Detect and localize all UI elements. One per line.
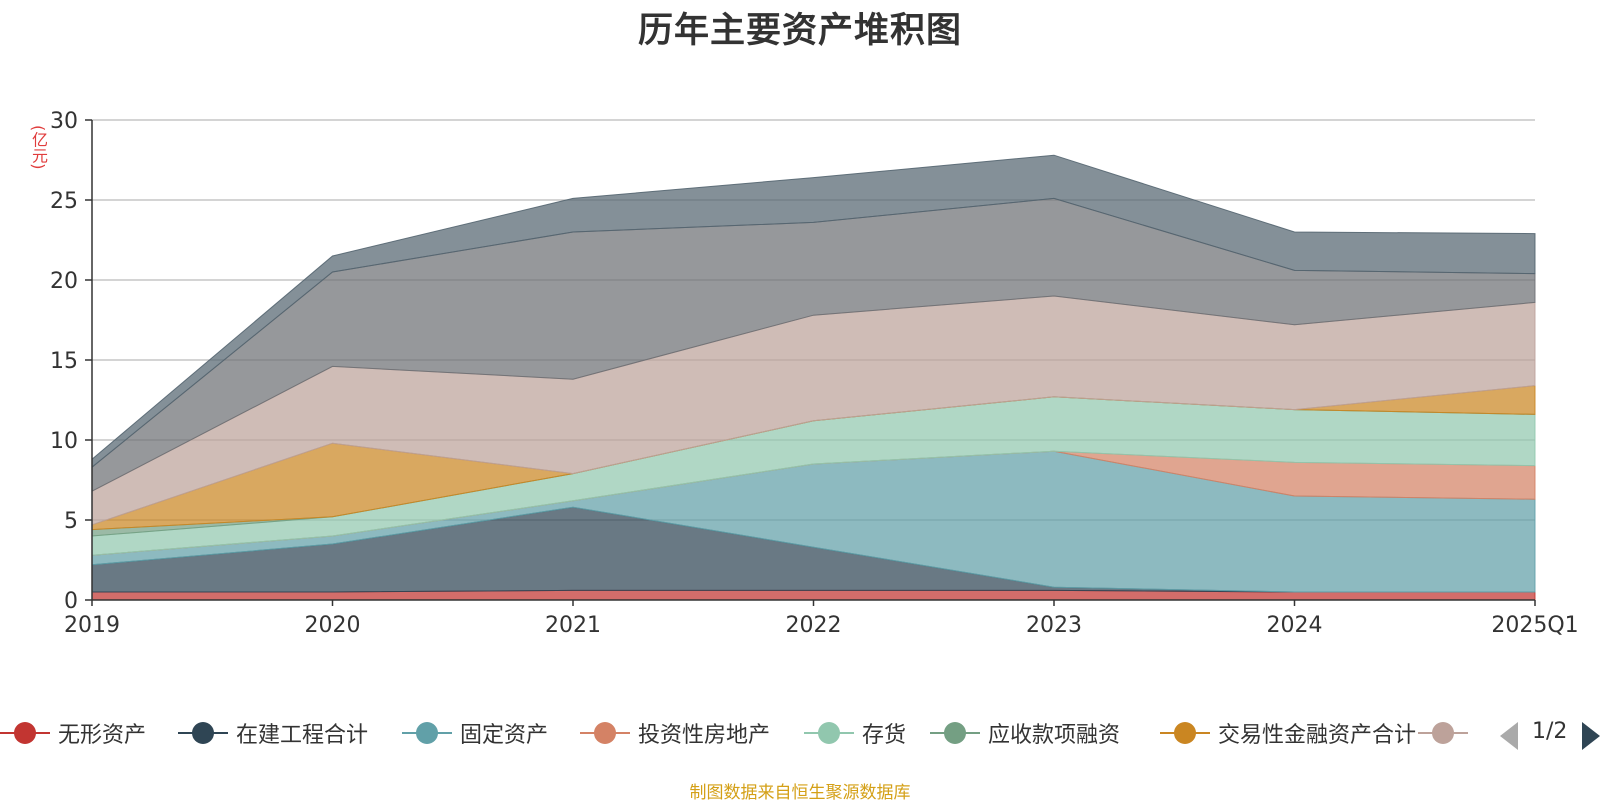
legend-prev-page-icon[interactable] bbox=[1500, 722, 1518, 750]
area-series-9 bbox=[91, 154, 1536, 469]
legend-marker-icon bbox=[178, 718, 228, 748]
y-tick-label: 30 bbox=[50, 109, 78, 134]
legend-label: 在建工程合计 bbox=[236, 723, 369, 748]
legend-label: 固定资产 bbox=[460, 723, 549, 748]
chart-title: 历年主要资产堆积图 bbox=[637, 11, 962, 51]
legend-label: 应收款项融资 bbox=[988, 723, 1121, 748]
legend-page-indicator: 1/2 bbox=[1532, 719, 1568, 744]
legend-label: 无形资产 bbox=[58, 723, 147, 748]
y-tick-label: 0 bbox=[64, 589, 78, 614]
axis-layer: 0 5 10 15 20 25 30 2019 2020 2021 2022 2023 2024 2025… bbox=[50, 109, 1579, 638]
legend-label: 存货 bbox=[862, 723, 907, 748]
legend-marker-icon bbox=[1418, 718, 1468, 748]
legend-next-page-icon[interactable] bbox=[1582, 722, 1600, 750]
legend-item[interactable]: 交易性金融资产合计 bbox=[1160, 715, 1416, 751]
legend-item[interactable]: 无形资产 bbox=[0, 715, 146, 751]
legend-item[interactable]: 应收款项融资 bbox=[930, 715, 1120, 751]
x-tick-label: 2021 bbox=[545, 613, 601, 638]
y-tick-label: 15 bbox=[50, 349, 78, 374]
legend-marker-icon bbox=[804, 718, 854, 748]
legend-item[interactable]: 存货 bbox=[804, 715, 906, 751]
y-tick-label: 10 bbox=[50, 429, 78, 454]
legend-item[interactable]: 在建工程合计 bbox=[178, 715, 368, 751]
legend-item[interactable]: 固定资产 bbox=[402, 715, 548, 751]
stacked-area-chart: 0 5 10 15 20 25 30 2019 2020 2021 2022 2023 2024 2025… bbox=[50, 109, 1579, 638]
legend-label: 投资性房地产 bbox=[638, 723, 771, 748]
y-tick-label: 5 bbox=[64, 509, 78, 534]
legend-marker-icon bbox=[402, 718, 452, 748]
x-tick-label: 2020 bbox=[305, 613, 361, 638]
x-tick-label: 2019 bbox=[64, 613, 120, 638]
legend-marker-icon bbox=[580, 718, 630, 748]
area-layer bbox=[91, 154, 1536, 601]
x-tick-label: 2025Q1 bbox=[1491, 613, 1578, 638]
x-tick-label: 2022 bbox=[786, 613, 842, 638]
legend: 无形资产 在建工程合计 固定资产 投资性房地产 存货 应收款项融资 交易性金融资产合计 bbox=[0, 715, 1600, 755]
y-tick-label: 25 bbox=[50, 189, 78, 214]
legend-marker-icon bbox=[1160, 718, 1210, 748]
x-tick-label: 2024 bbox=[1267, 613, 1323, 638]
x-tick-label: 2023 bbox=[1026, 613, 1082, 638]
y-axis-unit-label: (亿元) bbox=[29, 124, 48, 170]
legend-marker-icon bbox=[0, 718, 50, 748]
legend-pager: 1/2 bbox=[1498, 717, 1600, 753]
legend-item[interactable] bbox=[1418, 715, 1476, 751]
legend-marker-icon bbox=[930, 718, 980, 748]
data-source-note: 制图数据来自恒生聚源数据库 bbox=[689, 783, 911, 803]
legend-label: 交易性金融资产合计 bbox=[1218, 723, 1417, 748]
legend-item[interactable]: 投资性房地产 bbox=[580, 715, 770, 751]
y-tick-label: 20 bbox=[50, 269, 78, 294]
